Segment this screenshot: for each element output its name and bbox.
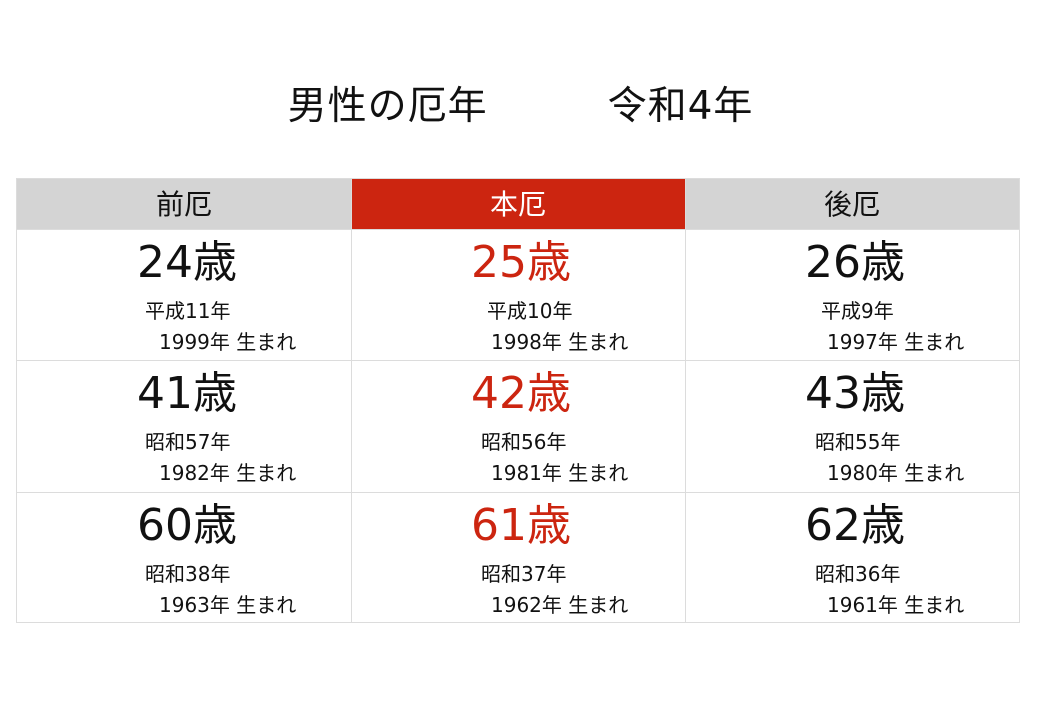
era-year: 昭和37年 (481, 562, 567, 586)
header-honyaku: 本厄 (351, 179, 685, 229)
table-cell: 43歳 昭和55年 1980年 生まれ (685, 361, 1019, 491)
table-cell: 41歳 昭和57年 1982年 生まれ (17, 361, 351, 491)
era-year: 昭和56年 (481, 430, 567, 454)
era-year: 昭和38年 (145, 562, 231, 586)
age-label: 62歳 (805, 500, 905, 551)
era-year: 平成10年 (487, 299, 573, 323)
birth-year: 1999年 生まれ (159, 330, 297, 354)
column-divider (351, 179, 352, 622)
birth-year: 1980年 生まれ (827, 461, 965, 485)
era-year: 平成9年 (821, 299, 894, 323)
birth-year: 1962年 生まれ (491, 593, 629, 617)
yakudoshi-table: 前厄 本厄 後厄 24歳 平成11年 1999年 生まれ 25歳 平成10年 1… (16, 178, 1020, 623)
age-label: 26歳 (805, 237, 905, 288)
row-divider (17, 492, 1019, 493)
header-atoyaku: 後厄 (685, 179, 1019, 229)
birth-year: 1961年 生まれ (827, 593, 965, 617)
birth-year: 1998年 生まれ (491, 330, 629, 354)
row-divider (17, 360, 1019, 361)
birth-year: 1963年 生まれ (159, 593, 297, 617)
header-maeyaku: 前厄 (17, 179, 351, 229)
age-label: 61歳 (471, 500, 571, 551)
table-cell: 61歳 昭和37年 1962年 生まれ (351, 493, 685, 623)
age-label: 43歳 (805, 368, 905, 419)
age-label: 25歳 (471, 237, 571, 288)
table-cell: 62歳 昭和36年 1961年 生まれ (685, 493, 1019, 623)
age-label: 41歳 (137, 368, 237, 419)
era-year: 昭和57年 (145, 430, 231, 454)
birth-year: 1981年 生まれ (491, 461, 629, 485)
table-cell: 26歳 平成9年 1997年 生まれ (685, 230, 1019, 360)
age-label: 24歳 (137, 237, 237, 288)
era-year: 平成11年 (145, 299, 231, 323)
birth-year: 1982年 生まれ (159, 461, 297, 485)
age-label: 60歳 (137, 500, 237, 551)
birth-year: 1997年 生まれ (827, 330, 965, 354)
table-cell: 25歳 平成10年 1998年 生まれ (351, 230, 685, 360)
era-year: 昭和55年 (815, 430, 901, 454)
row-divider (17, 229, 1019, 230)
table-cell: 42歳 昭和56年 1981年 生まれ (351, 361, 685, 491)
table-cell: 60歳 昭和38年 1963年 生まれ (17, 493, 351, 623)
table-cell: 24歳 平成11年 1999年 生まれ (17, 230, 351, 360)
page-title: 男性の厄年 令和4年 (287, 84, 754, 129)
age-label: 42歳 (471, 368, 571, 419)
column-divider (685, 179, 686, 622)
era-year: 昭和36年 (815, 562, 901, 586)
